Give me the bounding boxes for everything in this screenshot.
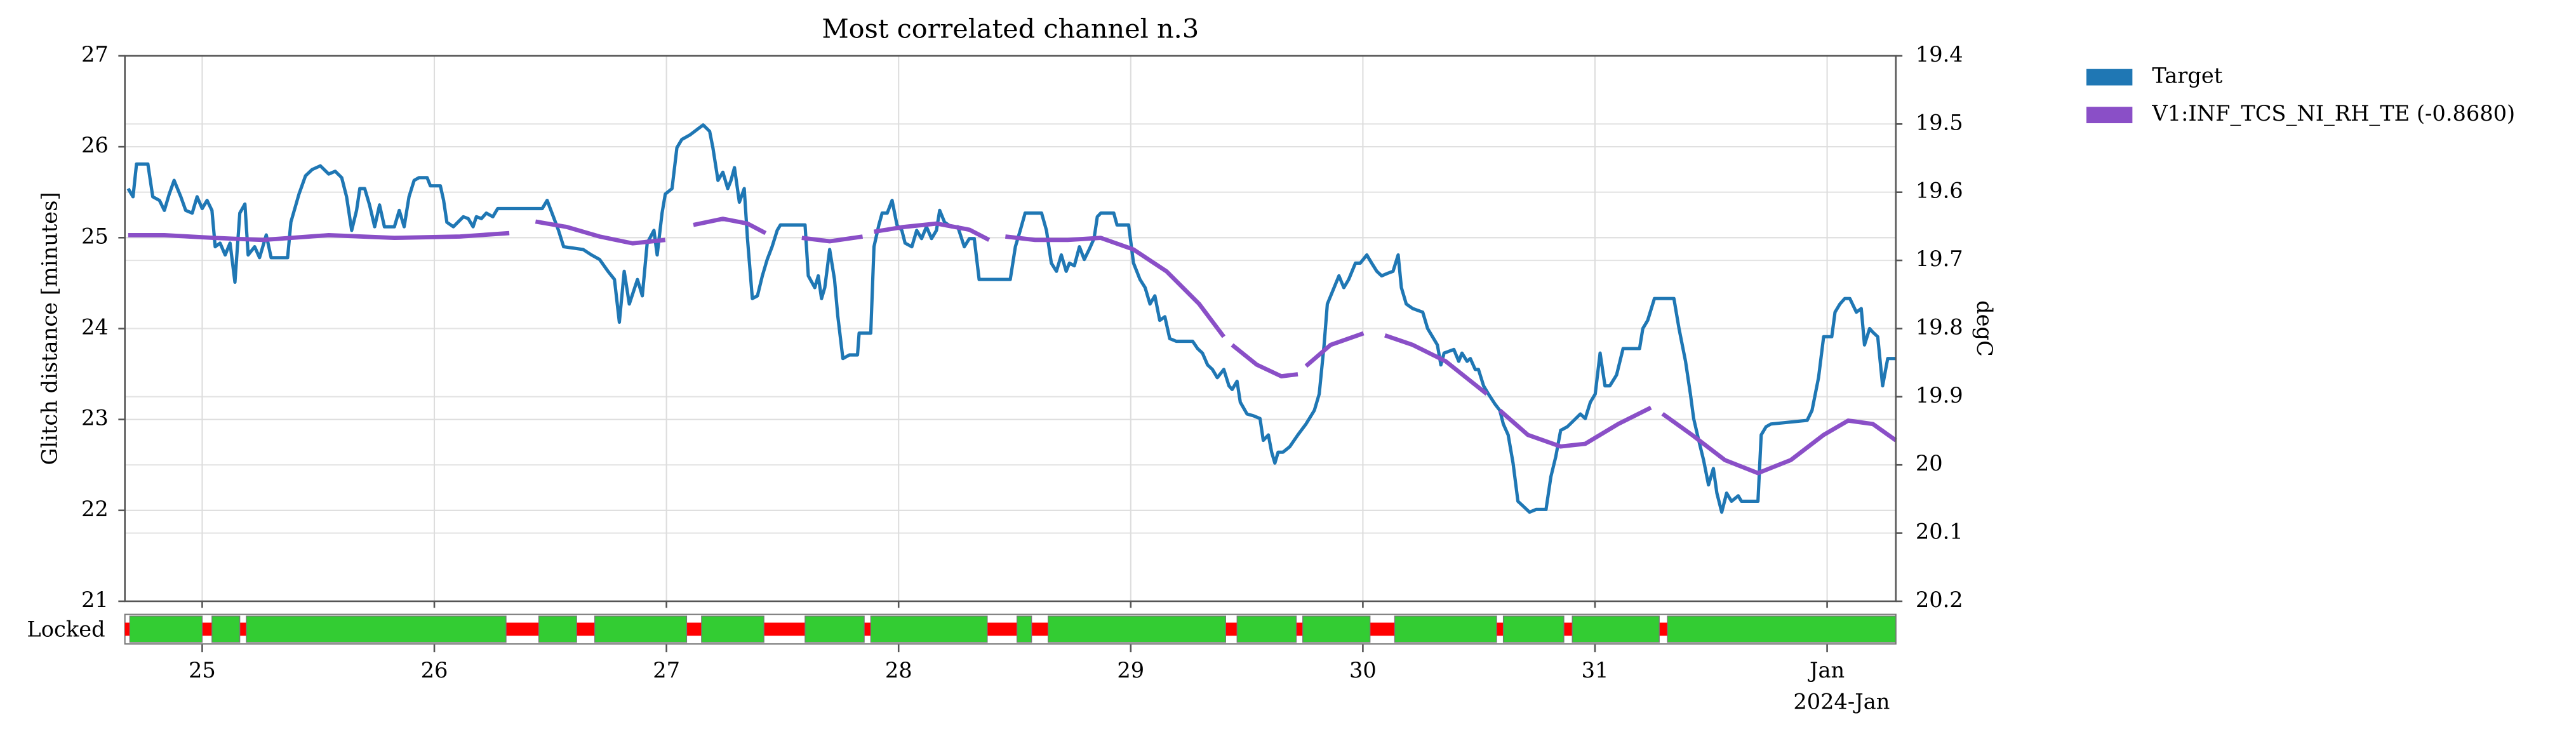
x-tick-label: 28 <box>885 658 912 683</box>
legend-label: V1:INF_TCS_NI_RH_TE (-0.8680) <box>2151 101 2515 126</box>
data-line <box>126 123 1896 514</box>
y-tick-label: 26 <box>81 133 109 157</box>
x-tick-label: 27 <box>653 658 680 683</box>
x-tick-label: Jan <box>1808 658 1845 683</box>
y2-tick-label: 19.6 <box>1916 178 1963 203</box>
locked-segment <box>1502 615 1565 643</box>
locked-label: Locked <box>27 617 105 642</box>
x-tick-label: 29 <box>1117 658 1144 683</box>
y2-tick-label: 20.1 <box>1916 519 1963 544</box>
data-line <box>128 217 1897 476</box>
y2-tick-label: 19.5 <box>1916 110 1963 135</box>
y-tick-label: 24 <box>81 314 109 339</box>
x-tick-label: 31 <box>1582 658 1609 683</box>
locked-segment <box>804 615 865 643</box>
x-tick-label: 25 <box>189 658 216 683</box>
y2-tick-label: 19.7 <box>1916 246 1963 271</box>
legend-swatch <box>2086 69 2133 86</box>
y2-tick-label: 20 <box>1916 451 1943 476</box>
locked-segment <box>701 615 764 643</box>
y-tick-label: 23 <box>81 406 109 430</box>
locked-segment <box>870 615 988 643</box>
legend-swatch <box>2086 107 2133 124</box>
locked-segment <box>1236 615 1297 643</box>
y-axis-label: Glitch distance [minutes] <box>37 192 62 465</box>
x-tick-label: 26 <box>421 658 448 683</box>
y-tick-label: 21 <box>81 587 109 612</box>
legend-label: Target <box>2152 63 2222 88</box>
x-offset-label: 2024-Jan <box>1793 689 1890 714</box>
y2-tick-label: 19.9 <box>1916 383 1963 408</box>
y-tick-label: 25 <box>81 224 109 248</box>
locked-segment <box>129 615 203 643</box>
locked-segment <box>211 615 241 643</box>
x-tick-label: 30 <box>1349 658 1377 683</box>
y2-axis-label: degC <box>1972 300 1997 357</box>
legend: Target V1:INF_TCS_NI_RH_TE (-0.8680) <box>2086 63 2515 126</box>
y2-tick-label: 20.2 <box>1916 587 1963 612</box>
chart-title: Most correlated channel n.3 <box>822 14 1199 44</box>
plot-area <box>126 123 1897 514</box>
locked-segment <box>1302 615 1371 643</box>
locked-segment <box>1394 615 1497 643</box>
y-tick-label: 27 <box>81 42 109 67</box>
locked-segment <box>246 615 507 643</box>
locked-segment <box>1017 615 1032 643</box>
y2-tick-label: 19.4 <box>1916 42 1963 67</box>
y-tick-label: 22 <box>81 497 109 521</box>
locked-segment <box>594 615 688 643</box>
locked-segment <box>1667 615 1897 643</box>
locked-segment <box>1572 615 1660 643</box>
locked-segment <box>538 615 577 643</box>
y2-tick-label: 19.8 <box>1916 314 1963 339</box>
locked-segment <box>1048 615 1226 643</box>
